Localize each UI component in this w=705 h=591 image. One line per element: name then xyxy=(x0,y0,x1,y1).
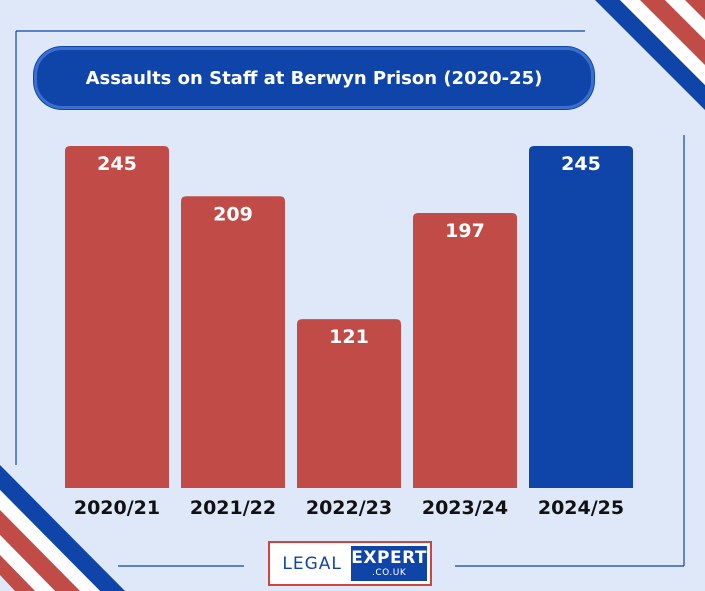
category-label: 2020/21 xyxy=(74,497,160,519)
category-label: 2022/23 xyxy=(306,497,392,519)
value-label: 245 xyxy=(561,153,601,175)
corner-stripes-bottom-left xyxy=(0,465,125,591)
logo-expert-block: EXPERT .CO.UK xyxy=(351,546,427,581)
chart-title: Assaults on Staff at Berwyn Prison (2020… xyxy=(34,47,594,109)
logo-couk-text: .CO.UK xyxy=(372,567,407,578)
bar-2020-21 xyxy=(65,146,169,488)
labels-group: 245 2020/21 209 2021/22 121 2022/23 197 2023/24… xyxy=(74,153,624,519)
bars-group xyxy=(65,146,633,489)
logo-expert-text: EXPERT xyxy=(351,547,427,568)
bar-2022-23 xyxy=(297,319,401,488)
corner-stripes-top-right xyxy=(595,0,705,110)
value-label: 209 xyxy=(213,203,253,225)
value-label: 245 xyxy=(97,153,137,175)
bar-2023-24 xyxy=(413,213,517,488)
category-label: 2024/25 xyxy=(538,497,624,519)
bar-2024-25 xyxy=(529,146,633,488)
value-label: 197 xyxy=(445,220,485,242)
category-label: 2023/24 xyxy=(422,497,508,519)
chart-title-text: Assaults on Staff at Berwyn Prison (2020… xyxy=(85,67,543,89)
logo-legal-text: LEGAL xyxy=(273,546,352,581)
category-label: 2021/22 xyxy=(190,497,276,519)
bar-2021-22 xyxy=(181,196,285,489)
legal-expert-logo[interactable]: LEGAL EXPERT .CO.UK xyxy=(268,541,432,586)
value-label: 121 xyxy=(329,326,369,348)
